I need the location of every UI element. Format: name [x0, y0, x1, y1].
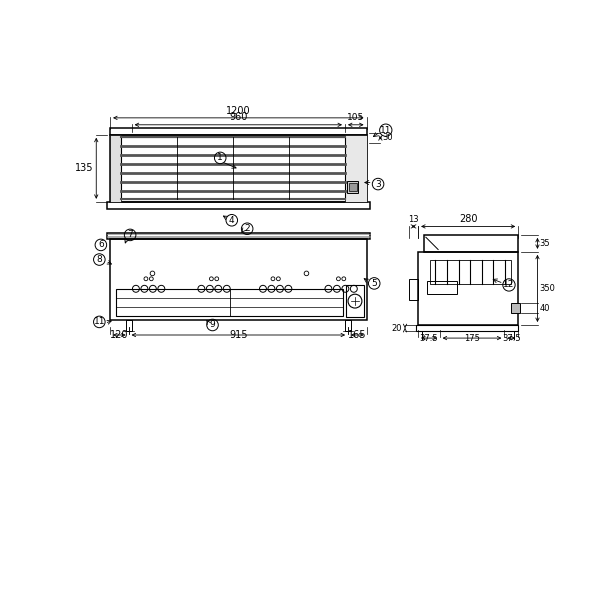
Text: 37.5: 37.5	[420, 334, 438, 343]
Bar	[347, 181, 358, 193]
Text: 6: 6	[98, 240, 104, 249]
Bar	[346, 285, 364, 317]
Bar	[409, 279, 418, 300]
Text: 120: 120	[110, 329, 129, 340]
Text: 2: 2	[245, 224, 250, 233]
Text: 105: 105	[347, 113, 364, 123]
Bar	[107, 202, 370, 209]
Text: 30: 30	[382, 134, 393, 142]
Text: 11: 11	[93, 317, 105, 326]
Text: 280: 280	[459, 214, 478, 224]
Bar	[418, 252, 518, 325]
Bar	[107, 232, 370, 239]
Text: 13: 13	[408, 215, 419, 224]
Text: 915: 915	[229, 329, 248, 340]
Text: 35: 35	[540, 239, 550, 248]
Bar	[416, 325, 518, 331]
Bar	[110, 128, 367, 135]
Bar	[345, 320, 351, 331]
Bar	[425, 235, 518, 252]
Bar	[345, 135, 367, 202]
Bar	[117, 289, 343, 316]
Text: 11: 11	[380, 126, 392, 135]
Text: 7: 7	[127, 231, 133, 239]
Bar	[126, 320, 132, 331]
Text: 37.5: 37.5	[502, 334, 520, 343]
Text: 3: 3	[375, 179, 381, 188]
Bar	[511, 303, 520, 313]
Text: 40: 40	[540, 304, 550, 312]
Bar	[429, 259, 511, 284]
Text: 1: 1	[217, 153, 223, 162]
Text: 20: 20	[392, 323, 402, 332]
Bar	[121, 137, 345, 199]
Text: 5: 5	[371, 279, 377, 288]
Bar	[349, 182, 356, 191]
Bar	[110, 239, 367, 320]
Bar	[110, 135, 367, 202]
Text: 9: 9	[210, 320, 215, 329]
Text: 175: 175	[464, 334, 480, 343]
Text: 135: 135	[74, 163, 93, 173]
Text: 12: 12	[503, 281, 515, 290]
Text: 1200: 1200	[226, 106, 251, 115]
Text: 165: 165	[348, 329, 367, 340]
Text: 8: 8	[96, 255, 102, 264]
Bar	[110, 135, 121, 202]
Bar	[428, 281, 457, 294]
Text: 4: 4	[229, 216, 235, 224]
Text: 960: 960	[229, 112, 248, 123]
Text: 350: 350	[540, 284, 556, 293]
